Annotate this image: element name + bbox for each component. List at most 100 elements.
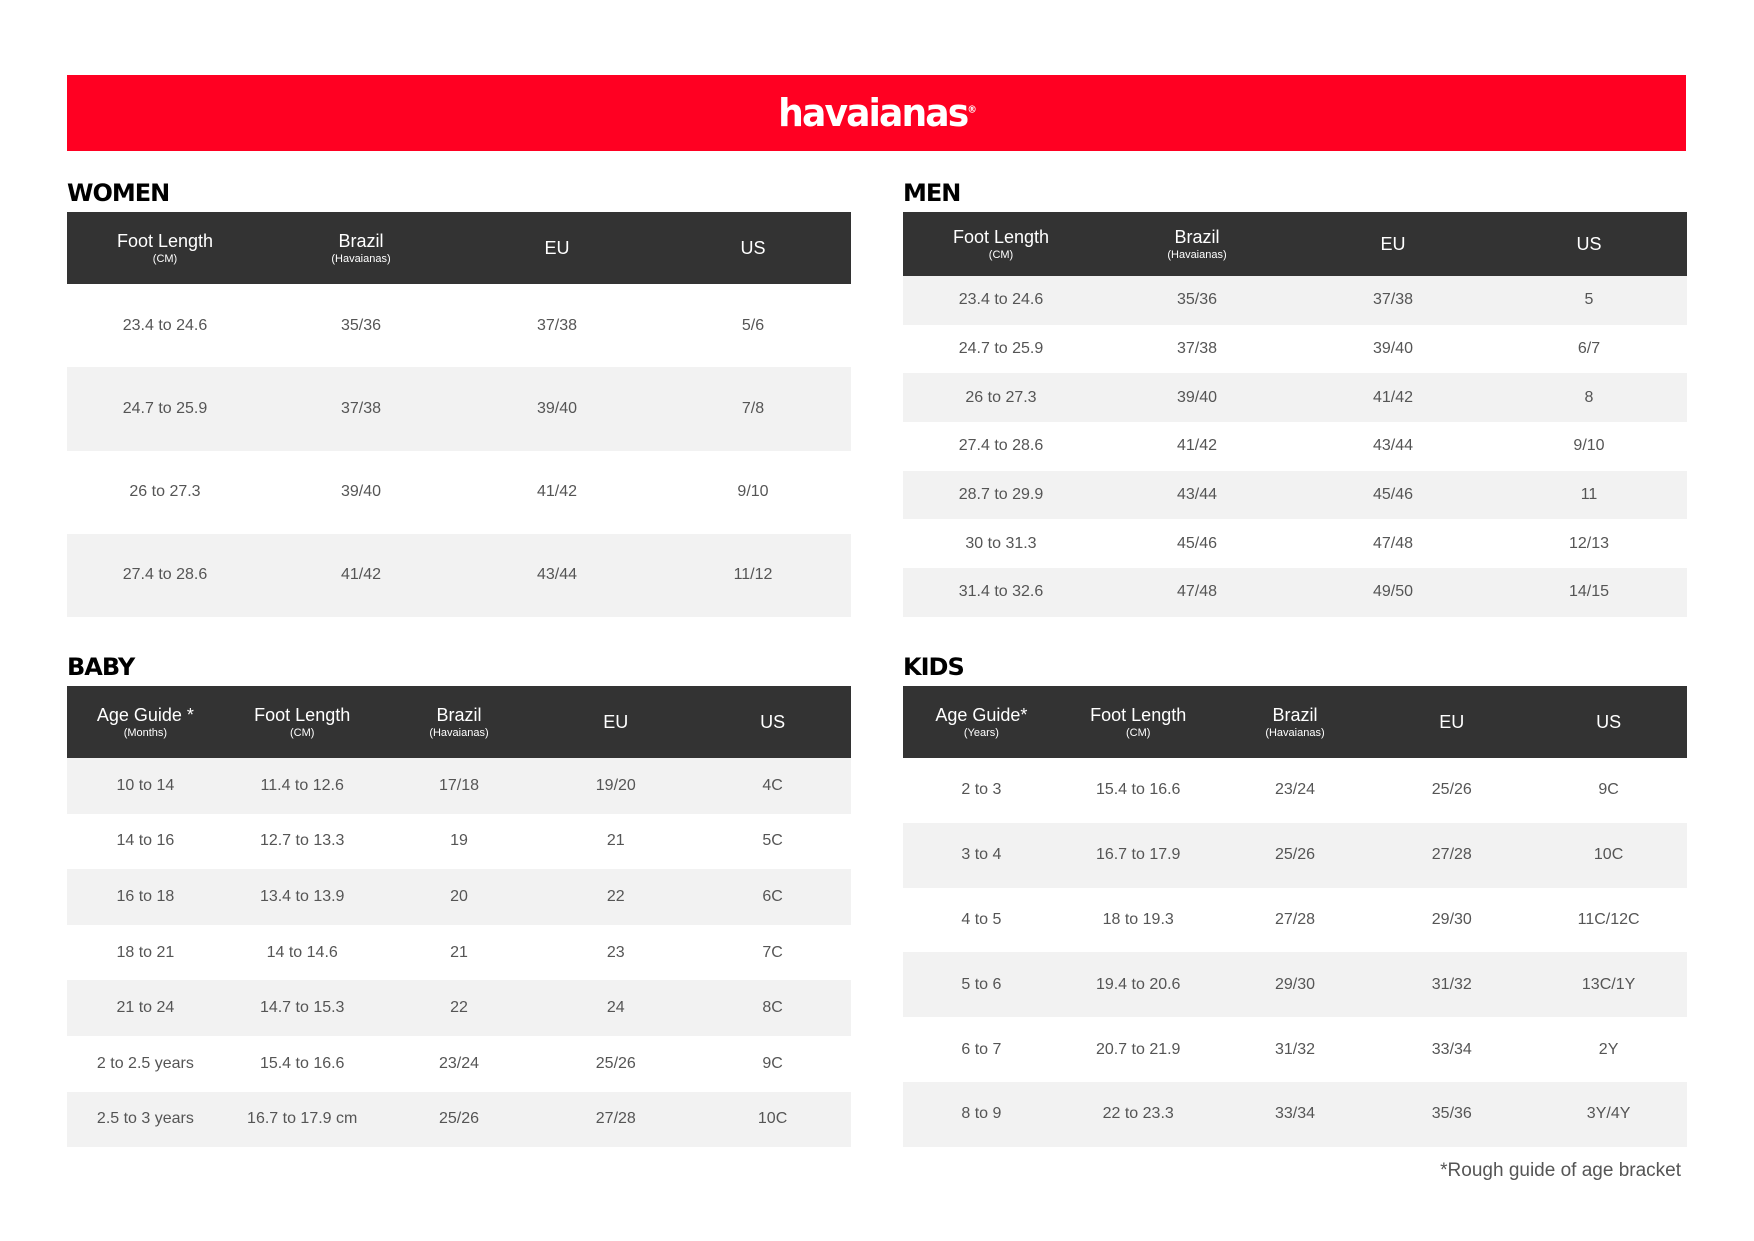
table-cell: 12.7 to 13.3 [259,832,345,850]
table-cell: 35/36 [1373,1081,1531,1147]
table-cell: 11C/12C [1577,910,1640,928]
footnote: *Rough guide of age bracket [1440,1160,1681,1181]
column-header: EU [1373,686,1531,758]
table-cell: 20 [380,869,538,925]
table-row: 24.7 to 25.9 37/38 39/40 7/8 [67,367,851,451]
table-cell: 27/28 [1274,910,1316,928]
table-cell: 27.4 to 28.6 [958,437,1044,455]
table-cell: 6C [694,869,851,925]
table-cell: 14/15 [1491,568,1687,617]
table-cell: 11/12 [655,533,851,617]
table-cell: 37/38 [263,367,459,451]
table-row: 23.4 to 24.6 35/36 37/38 5/6 [67,284,851,367]
table-row: 30 to 31.3 45/46 47/48 12/13 [903,519,1687,568]
table-cell: 16 to 18 [67,869,224,925]
table-cell: 22 [537,869,695,925]
table-cell: 8 [1491,373,1687,423]
table-cell: 4 to 5 [961,910,1002,928]
brand-banner: havaianas® [67,75,1686,151]
column-header: Brazil (Havaianas) [1216,686,1374,758]
table-cell: 11.4 to 12.6 [223,758,381,814]
table-cell: 43/44 [1099,470,1295,520]
table-cell: 12/13 [1568,534,1610,552]
table-cell: 39/40 [340,483,382,501]
table-cell: 11 [1491,470,1687,520]
table-cell: 14 to 14.6 [266,943,338,961]
table-cell: 39/40 [459,367,655,451]
column-header: Brazil (Havaianas) [1099,212,1295,276]
table-cell: 18 to 21 [116,943,175,961]
table-cell: 10C [1530,822,1687,888]
table-cell: 25/26 [380,1091,538,1148]
table-cell: 45/46 [1295,470,1491,520]
table-row: 3 to 4 16.7 to 17.9 25/26 27/28 10C [903,822,1687,888]
table-row: 27.4 to 28.6 41/42 43/44 11/12 [67,533,851,617]
table-cell: 13.4 to 13.9 [223,869,381,925]
table-cell: 21 to 24 [67,980,224,1036]
table-cell: 7/8 [655,367,851,451]
table-row: 27.4 to 28.6 41/42 43/44 9/10 [903,422,1687,471]
column-header: US [655,212,851,284]
table-cell: 23/24 [1274,781,1316,799]
column-header: Foot Length (CM) [67,212,263,284]
table-cell: 37/38 [536,316,578,334]
table-cell: 47/48 [1372,534,1414,552]
table-cell: 14.7 to 15.3 [223,980,381,1036]
column-header: US [1530,686,1687,758]
table-cell: 29/30 [1431,910,1472,928]
table-cell: 25/26 [1216,822,1374,888]
table-cell: 41/42 [263,533,459,617]
table-cell: 5/6 [741,316,765,334]
table-cell: 15.4 to 16.6 [1095,781,1181,799]
table-cell: 23 [606,943,625,961]
table-cell: 26 to 27.3 [129,483,201,501]
table-cell: 13C/1Y [1530,952,1687,1018]
table-cell: 35/36 [340,316,382,334]
table-cell: 2 to 2.5 years [96,1054,194,1072]
table-row: 6 to 7 20.7 to 21.9 31/32 33/34 2Y [903,1017,1687,1082]
table-cell: 22 [380,980,538,1036]
column-header: EU [1295,212,1491,276]
table-cell: 3Y/4Y [1530,1081,1687,1147]
havaianas-logo: havaianas® [778,91,977,135]
table-cell: 7C [762,943,783,961]
table-cell: 19 [450,832,468,850]
table-cell: 31.4 to 32.6 [903,568,1099,617]
table-row: 2 to 3 15.4 to 16.6 23/24 25/26 9C [903,758,1687,823]
column-header: EU [537,686,695,758]
table-cell: 2Y [1598,1040,1619,1058]
baby-section: BABY Age Guide * (Months) Foot Length (CM) Br… [67,652,851,1148]
table-cell: 2 to 3 [961,781,1002,799]
table-row: 14 to 16 12.7 to 13.3 19 21 5C [67,814,851,870]
table-cell: 6/7 [1577,340,1601,358]
table-cell: 37/38 [1295,276,1491,325]
table-cell: 24 [537,980,695,1036]
table-cell: 25/26 [1431,781,1472,799]
table-cell: 41/42 [1295,373,1491,423]
table-cell: 27/28 [537,1091,695,1148]
column-header: EU [459,212,655,284]
table-cell: 41/42 [536,483,578,501]
table-cell: 37/38 [1176,340,1218,358]
table-cell: 31/32 [1373,952,1531,1018]
table-cell: 5 to 6 [903,952,1060,1018]
table-row: 8 to 9 22 to 23.3 33/34 35/36 3Y/4Y [903,1081,1687,1147]
column-header: Age Guide* (Years) [903,686,1060,758]
table-row: 5 to 6 19.4 to 20.6 29/30 31/32 13C/1Y [903,952,1687,1018]
table-cell: 43/44 [1372,437,1414,455]
section-title: KIDS [903,653,965,681]
table-row: 18 to 21 14 to 14.6 21 23 7C [67,925,851,981]
table-row: 10 to 14 11.4 to 12.6 17/18 19/20 4C [67,758,851,814]
table-cell: 31/32 [1274,1040,1316,1058]
table-cell: 8C [694,980,851,1036]
table-row: 24.7 to 25.9 37/38 39/40 6/7 [903,325,1687,374]
table-cell: 33/34 [1431,1040,1472,1058]
table-cell: 5C [762,832,783,850]
table-cell: 18 to 19.3 [1102,910,1174,928]
kids-size-table: Age Guide* (Years) Foot Length (CM) Brazil (H… [903,686,1687,1147]
baby-size-table: Age Guide * (Months) Foot Length (CM) Brazil… [67,686,851,1148]
table-cell: 9C [1598,781,1619,799]
table-row: 26 to 27.3 39/40 41/42 9/10 [67,451,851,534]
table-cell: 5 [1491,276,1687,325]
column-header: Age Guide * (Months) [67,686,224,758]
